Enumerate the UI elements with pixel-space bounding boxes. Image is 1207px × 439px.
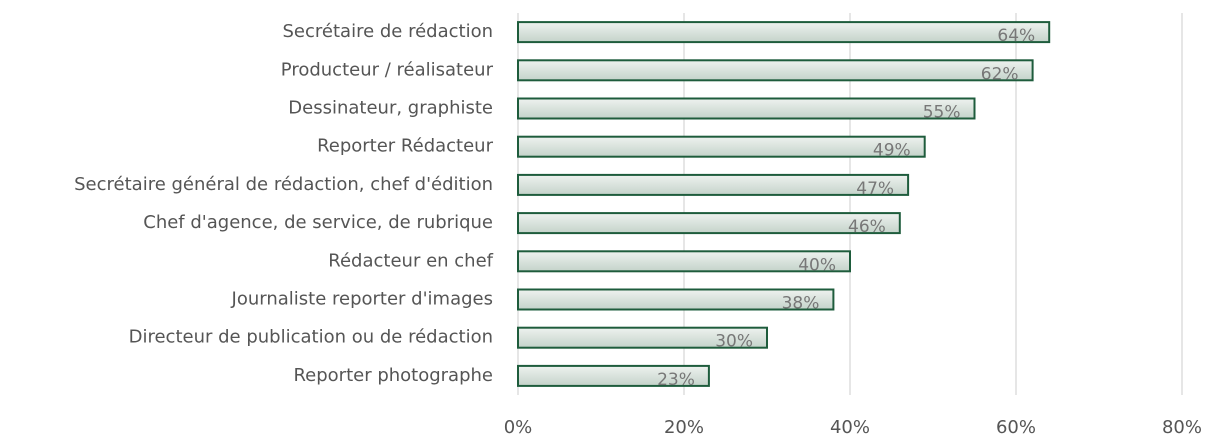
- bar: [517, 21, 1051, 44]
- data-label: 46%: [848, 217, 886, 237]
- y-tick-label: Reporter Rédacteur: [317, 136, 494, 157]
- bar: [517, 59, 1034, 82]
- bar: [517, 135, 926, 158]
- data-label: 40%: [798, 255, 836, 275]
- data-label: 23%: [657, 370, 695, 390]
- bar: [517, 173, 910, 196]
- data-label: 30%: [715, 332, 753, 352]
- y-tick-label: Dessinateur, graphiste: [288, 98, 493, 119]
- data-label: 62%: [981, 64, 1019, 84]
- data-label: 38%: [782, 294, 820, 314]
- y-tick-label: Directeur de publication ou de rédaction: [129, 327, 493, 348]
- bar: [517, 212, 901, 235]
- bar: [517, 250, 851, 273]
- y-tick-label: Secrétaire général de rédaction, chef d'…: [74, 174, 493, 195]
- x-tick-label: 40%: [830, 417, 870, 438]
- x-tick-label: 0%: [504, 417, 533, 438]
- y-tick-label: Secrétaire de rédaction: [283, 21, 494, 42]
- y-tick-label: Producteur / réalisateur: [281, 59, 494, 80]
- y-tick-label: Rédacteur en chef: [328, 250, 493, 271]
- data-label: 55%: [923, 103, 961, 123]
- y-tick-label: Journaliste reporter d'images: [231, 289, 493, 310]
- bar: [517, 97, 976, 120]
- y-tick-label: Chef d'agence, de service, de rubrique: [143, 212, 493, 233]
- data-label: 47%: [856, 179, 894, 199]
- bar: [517, 288, 835, 311]
- bar: [517, 364, 710, 387]
- data-label: 64%: [997, 26, 1035, 46]
- bar: [517, 326, 768, 349]
- x-tick-label: 80%: [1162, 417, 1202, 438]
- x-tick-label: 60%: [996, 417, 1036, 438]
- data-label: 49%: [873, 141, 911, 161]
- y-tick-label: Reporter photographe: [293, 365, 493, 386]
- x-tick-label: 20%: [664, 417, 704, 438]
